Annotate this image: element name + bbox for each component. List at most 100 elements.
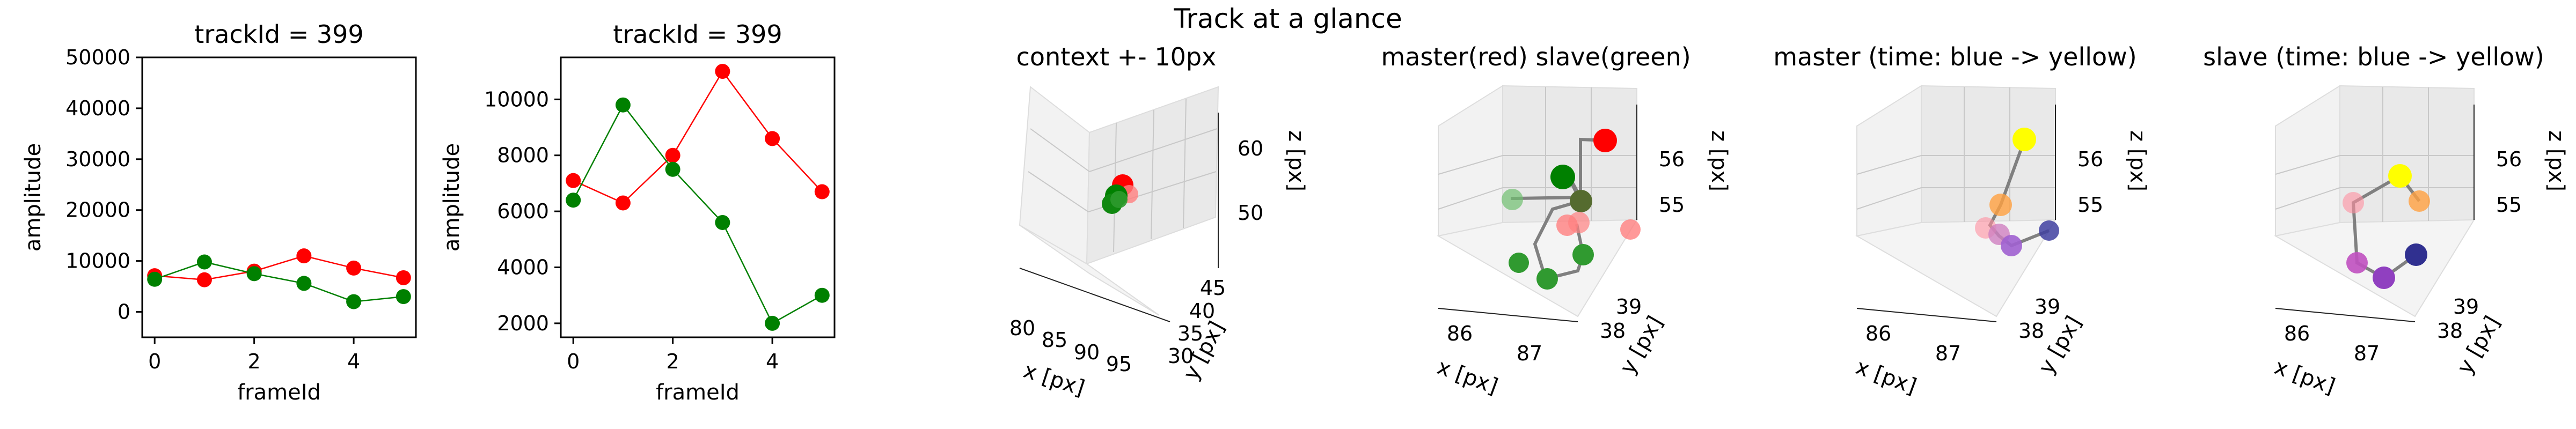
plot1-ylabel: amplitude xyxy=(21,143,46,252)
point-marker xyxy=(1620,219,1641,240)
x-tick-label: 2 xyxy=(667,350,679,373)
plot3d-slave-time-xticklabel: 86 xyxy=(2284,322,2310,345)
plot3d-context-yticklabel: 35 xyxy=(1177,322,1203,345)
plot3d-context-yticklabel: 40 xyxy=(1189,299,1215,323)
plot3d-slave-time-zlabel: z [px] xyxy=(2544,130,2568,191)
plot3d-slave-time-xticklabel: 87 xyxy=(2354,342,2380,365)
point-marker xyxy=(1568,212,1590,233)
plot3d-context-zticklabel: 60 xyxy=(1238,137,1263,160)
x-tick-label: 0 xyxy=(148,350,161,373)
plot3d-master-time-yticklabel: 39 xyxy=(2035,295,2060,319)
y-tick-label: 50000 xyxy=(65,46,130,69)
data-point xyxy=(665,161,680,177)
point-marker xyxy=(2343,192,2364,213)
point-marker xyxy=(2012,128,2036,151)
point-marker xyxy=(1570,190,1592,212)
plot3d-master-slave-xticklabel: 87 xyxy=(1517,342,1542,365)
y-tick-label: 20000 xyxy=(65,198,130,222)
plot3d-master-time-xticklabel: 86 xyxy=(1865,322,1891,345)
y-tick-label: 10000 xyxy=(484,87,549,111)
data-point xyxy=(765,131,780,146)
plot3d-context: context +- 10px z [px] x xyxy=(1009,42,1308,401)
plot3d-master-time: master (time: blue -> yellow) xyxy=(1773,42,2150,399)
plot3d-context-xticklabel: 85 xyxy=(1042,328,1067,352)
y-tick-label: 2000 xyxy=(497,312,549,335)
data-point xyxy=(715,214,730,230)
data-point xyxy=(196,272,212,287)
data-point xyxy=(615,195,631,211)
point-marker xyxy=(2388,164,2412,188)
plot3d-master-slave-xticklabel: 86 xyxy=(1447,322,1473,345)
plot3d-master-time-xticklabel: 87 xyxy=(1935,342,1961,365)
plot3d-master-time-box xyxy=(1855,85,2057,322)
data-point xyxy=(346,294,362,309)
series-line xyxy=(154,261,404,302)
plot3d-context-xticklabel: 95 xyxy=(1106,352,1132,376)
data-point xyxy=(296,248,312,264)
plot1-xlabel: frameId xyxy=(237,380,321,405)
series-line xyxy=(573,103,823,324)
point-marker xyxy=(1550,165,1575,189)
plot3d-context-box xyxy=(1019,86,1219,322)
plot3d-context-yticklabel: 45 xyxy=(1200,276,1226,300)
point-marker xyxy=(1110,191,1128,208)
y-tick-label: 8000 xyxy=(497,144,549,167)
data-point xyxy=(396,270,411,285)
data-point xyxy=(814,184,830,199)
plot3d-master-slave-yticklabel: 38 xyxy=(1600,319,1626,343)
data-point xyxy=(346,260,362,276)
data-point xyxy=(715,64,730,79)
y-tick-label: 4000 xyxy=(497,256,549,279)
plot1-title: trackId = 399 xyxy=(194,20,363,49)
data-point xyxy=(566,173,581,188)
point-marker xyxy=(1572,244,1594,265)
plot3d-master-slave-zlabel: z [px] xyxy=(1707,130,1731,191)
point-marker xyxy=(1502,189,1523,210)
data-point xyxy=(246,266,262,282)
point-marker xyxy=(1509,253,1529,273)
plot3d-master-time-zlabel: z [px] xyxy=(2125,130,2150,191)
plot3d-slave-time-zticklabel: 55 xyxy=(2496,193,2522,217)
y-tick-label: 30000 xyxy=(65,147,130,171)
data-point xyxy=(814,287,830,303)
plot3d-master-slave-xlabel: x [px] xyxy=(1434,354,1501,399)
data-point xyxy=(665,147,680,163)
plot2-axes-frame xyxy=(560,56,836,338)
x-tick-label: 2 xyxy=(248,350,261,373)
amplitude-plot-zoomed: trackId = 399 0 2 4 2000 4000 6000 8000 10000 f… xyxy=(440,20,836,405)
point-marker xyxy=(2409,190,2430,212)
point-marker xyxy=(2039,220,2059,241)
plot2-title: trackId = 399 xyxy=(613,20,782,49)
plot3d-master-time-xlabel: x [px] xyxy=(1853,354,1920,399)
data-point xyxy=(196,254,212,270)
figure-suptitle: Track at a glance xyxy=(1173,3,1402,34)
plot3d-slave-time-xlabel: x [px] xyxy=(2271,354,2338,399)
x-tick-label: 4 xyxy=(347,350,360,373)
plot3d-context-zticklabel: 50 xyxy=(1238,201,1263,225)
data-point xyxy=(147,271,163,287)
series-line xyxy=(573,70,823,204)
y-tick-label: 40000 xyxy=(65,97,130,120)
point-marker xyxy=(1536,268,1558,290)
x-tick-label: 0 xyxy=(567,350,580,373)
point-marker xyxy=(2405,243,2427,266)
plot3d-slave-time-box xyxy=(2274,85,2475,322)
plot3d-slave-time-points xyxy=(2343,164,2430,289)
plot3d-master-time-zticklabel: 55 xyxy=(2077,193,2103,217)
plot3d-master-slave-yticklabel: 39 xyxy=(1616,295,1642,319)
plot3d-master-time-yticklabel: 38 xyxy=(2018,319,2044,343)
plot2-ylabel: amplitude xyxy=(440,143,464,252)
plot3d-master-time-zticklabel: 56 xyxy=(2077,147,2103,171)
plot3d-context-xlabel: x [px] xyxy=(1020,358,1087,401)
plot3d-master-slave-zticklabel: 55 xyxy=(1659,193,1685,217)
series-line xyxy=(155,255,404,281)
plot3d-context-points xyxy=(1102,174,1138,214)
plot3d-context-xticklabel: 90 xyxy=(1074,341,1100,364)
y-tick-label: 10000 xyxy=(65,249,130,273)
data-point xyxy=(615,97,631,113)
plot3d-slave-time-zticklabel: 56 xyxy=(2496,147,2522,171)
data-point xyxy=(566,193,581,208)
plot3d-context-yticklabel: 30 xyxy=(1168,344,1194,368)
point-marker xyxy=(1989,194,2012,216)
plot3d-master-slave-points xyxy=(1502,129,1641,290)
